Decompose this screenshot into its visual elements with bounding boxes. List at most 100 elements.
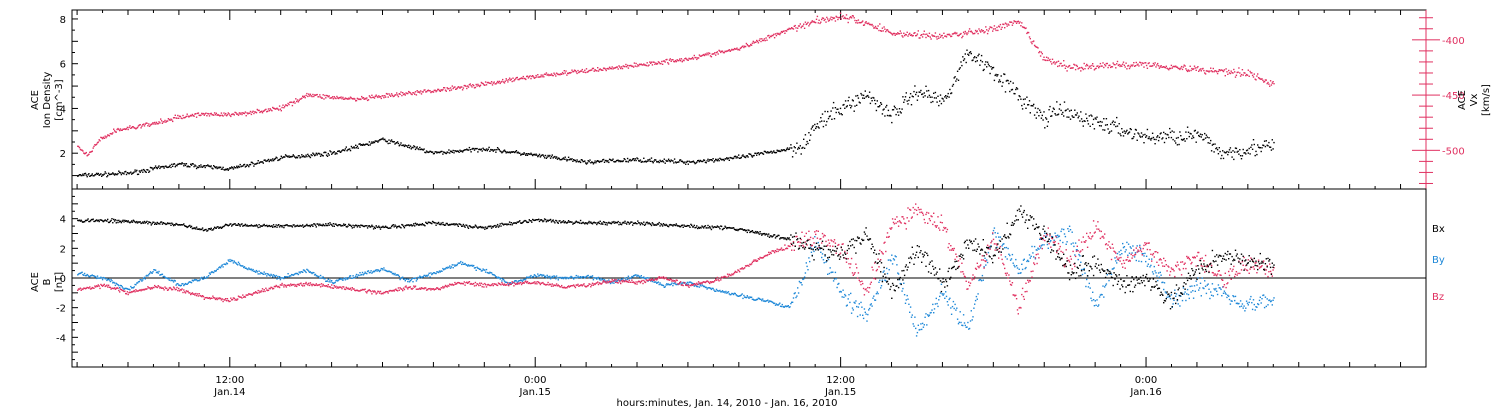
by-point (751, 298, 754, 300)
ion-density-point (1138, 133, 1140, 135)
by-point (145, 275, 147, 277)
bz-point (411, 288, 413, 290)
vx-point (1111, 66, 1114, 68)
by-point (777, 304, 779, 306)
by-point (887, 259, 890, 261)
vx-point (520, 77, 523, 79)
by-point (345, 277, 347, 279)
ion-density-point (415, 147, 418, 149)
by-point (640, 275, 642, 277)
vx-point (687, 59, 689, 61)
by-point (308, 271, 311, 273)
by-point (1236, 302, 1238, 304)
vx-point (288, 103, 290, 106)
ion-density-point (866, 95, 868, 97)
by-point (490, 272, 492, 274)
by-point (541, 275, 543, 277)
ion-density-point (688, 160, 690, 162)
vx-point (278, 105, 281, 107)
vx-point (307, 95, 309, 98)
ion-density-point (1216, 147, 1218, 149)
ion-density-point (488, 146, 490, 149)
by-point (760, 298, 762, 301)
ion-density-point (753, 154, 755, 157)
vx-point (962, 35, 964, 37)
by-point (224, 263, 226, 265)
vx-point (1238, 67, 1240, 69)
vx-point (471, 86, 473, 88)
ion-density-point (610, 159, 612, 162)
by-point (421, 276, 424, 278)
by-point (566, 276, 568, 279)
by-point (997, 232, 999, 234)
by-point (570, 275, 572, 278)
by-point (1088, 282, 1090, 285)
ion-density-point (1170, 136, 1173, 139)
ion-density-point (643, 157, 645, 159)
ion-density-point (298, 155, 300, 157)
vx-point (396, 94, 399, 96)
ion-density-point (228, 168, 230, 170)
ion-density-point (708, 160, 710, 162)
vx-point (592, 67, 595, 70)
ion-density-point (898, 108, 901, 110)
by-point (455, 264, 458, 267)
by-point (113, 282, 116, 284)
by-point (1061, 228, 1063, 230)
bz-point (278, 286, 281, 289)
ion-density-point (853, 110, 855, 112)
ion-density-point (1177, 136, 1179, 139)
ion-density-point (358, 143, 360, 145)
vx-point (1210, 67, 1212, 69)
vx-point (371, 94, 373, 96)
bz-point (266, 289, 268, 291)
ion-density-point (376, 140, 378, 142)
vx-point (195, 113, 197, 115)
bz-point (509, 283, 512, 286)
by-point (128, 288, 130, 290)
by-point (1148, 258, 1150, 260)
bz-point (248, 293, 250, 295)
ion-density-point (371, 141, 373, 143)
vx-point (163, 121, 165, 123)
vx-point (1020, 25, 1022, 27)
vx-point (411, 93, 413, 96)
vx-point (952, 33, 955, 35)
by-point (489, 271, 491, 273)
bz-point (384, 292, 386, 294)
by-point (304, 270, 306, 272)
vx-point (1272, 81, 1274, 83)
bz-point (219, 297, 222, 300)
by-point (791, 301, 793, 303)
vx-point (1169, 67, 1171, 69)
by-point (93, 275, 95, 277)
ion-density-point (294, 156, 296, 158)
vx-point (1007, 23, 1009, 25)
ion-density-point (77, 174, 80, 177)
by-point (204, 277, 206, 279)
vx-point (818, 19, 820, 21)
vx-point (518, 78, 520, 81)
vx-point (289, 101, 291, 104)
ion-density-point (627, 161, 630, 163)
ion-density-point (950, 92, 953, 94)
bz-point (385, 290, 388, 293)
bz-point (313, 284, 316, 287)
by-point (693, 285, 695, 287)
ion-density-point (372, 141, 375, 143)
by-point (1097, 305, 1099, 307)
bz-point (499, 283, 501, 285)
by-point (621, 278, 624, 280)
ion-density-point (1121, 128, 1123, 130)
ion-density-point (436, 152, 438, 154)
vx-point (613, 67, 615, 69)
ion-density-point (1273, 141, 1275, 144)
by-point (1191, 285, 1193, 287)
ion-density-point (986, 66, 988, 68)
bz-point (273, 285, 276, 288)
by-point (230, 260, 232, 263)
ion-density-point (611, 159, 613, 162)
by-point (494, 274, 496, 277)
ion-density-point (237, 167, 239, 169)
ion-density-point (422, 149, 424, 151)
